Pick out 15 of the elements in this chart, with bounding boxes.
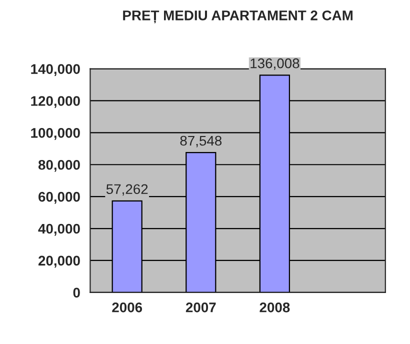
data-label: 57,262: [106, 184, 148, 196]
chart-title: PREȚ MEDIU APARTAMENT 2 CAM: [123, 10, 352, 24]
x-tick-label: 2007: [186, 302, 216, 312]
x-tick-label: 2006: [112, 302, 142, 312]
x-tick-label: 2008: [260, 302, 290, 312]
y-tick-label: 80,000: [38, 160, 80, 172]
y-tick-label: 20,000: [38, 256, 80, 268]
data-label: 87,548: [180, 136, 222, 148]
y-tick-label: 100,000: [31, 128, 80, 140]
data-label: 136,008: [250, 58, 300, 70]
y-tick-label: 120,000: [31, 96, 80, 108]
y-tick-label: 0: [73, 288, 80, 298]
y-tick-label: 60,000: [38, 192, 80, 204]
y-tick-label: 40,000: [38, 224, 80, 236]
y-tick-label: 140,000: [31, 64, 80, 76]
